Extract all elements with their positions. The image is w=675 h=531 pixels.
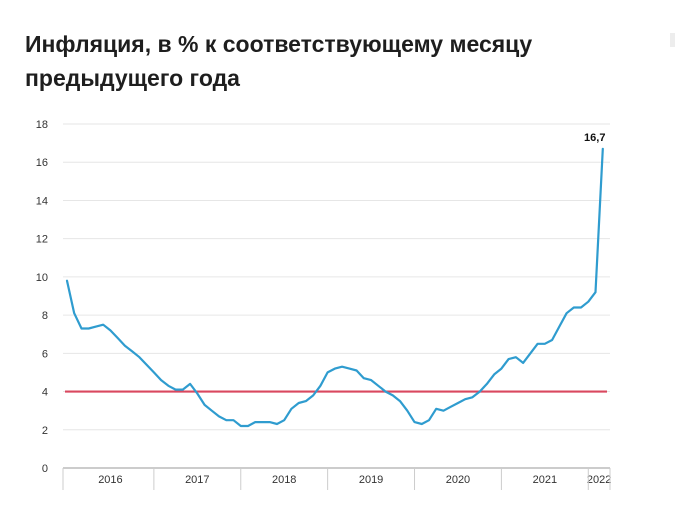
y-tick-label-12: 12: [36, 234, 48, 246]
annotation-layer: 16,7: [584, 132, 605, 144]
y-tick-label-2: 2: [42, 425, 48, 437]
last-value-label: 16,7: [584, 132, 605, 144]
y-tick-label-4: 4: [42, 387, 48, 399]
y-tick-label-14: 14: [36, 195, 48, 207]
y-tick-label-8: 8: [42, 310, 48, 322]
x-axis: 2016 2017 2018 2019 2020 2021 2022: [63, 468, 611, 490]
y-tick-label-16: 16: [36, 157, 48, 169]
x-tick-label-2016: 2016: [98, 474, 122, 486]
inflation-series-line: [67, 149, 603, 426]
y-tick-label-10: 10: [36, 272, 48, 284]
x-tick-label-2018: 2018: [272, 474, 296, 486]
x-tick-label-2020: 2020: [446, 474, 470, 486]
y-tick-label-6: 6: [42, 348, 48, 360]
x-tick-label-2022: 2022: [587, 474, 611, 486]
x-tick-label-2017: 2017: [185, 474, 209, 486]
y-tick-label-0: 0: [42, 463, 48, 475]
y-axis: 0 2 4 6 8 10 12 14 16 18: [36, 119, 48, 475]
grid-layer: [63, 124, 610, 468]
y-tick-label-18: 18: [36, 119, 48, 131]
x-tick-label-2021: 2021: [533, 474, 557, 486]
series-layer: [67, 149, 603, 426]
x-tick-label-2019: 2019: [359, 474, 383, 486]
